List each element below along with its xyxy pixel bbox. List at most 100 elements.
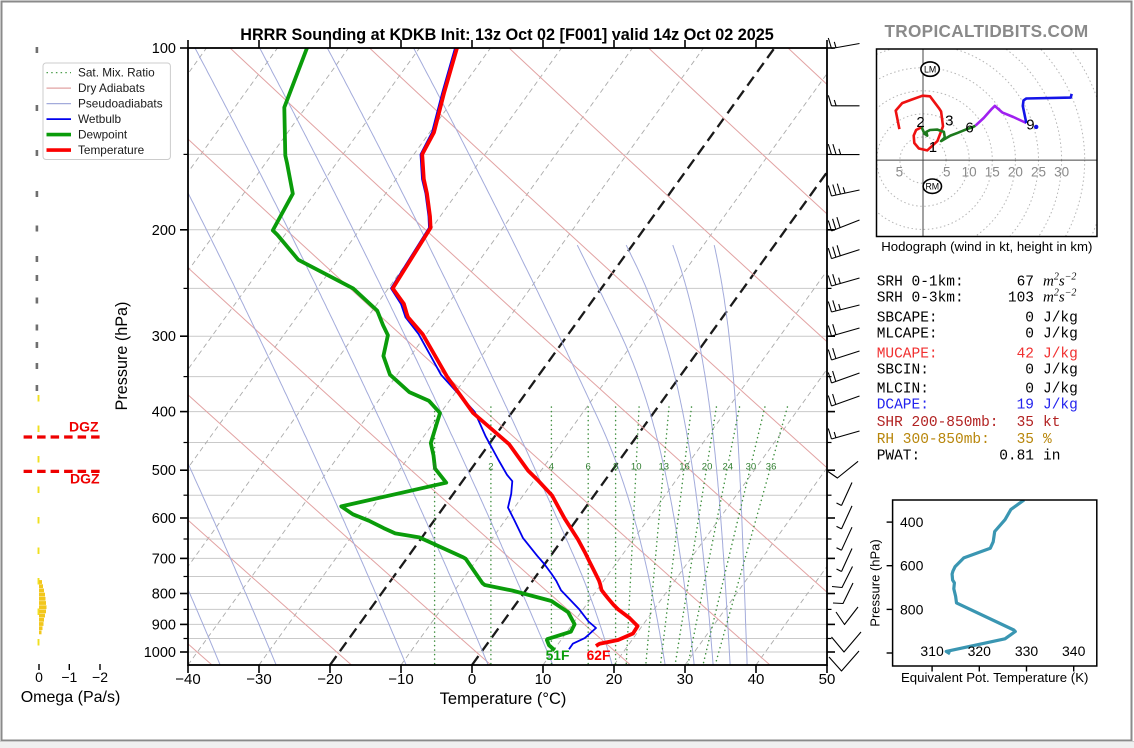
svg-text:30: 30 [677,671,694,688]
svg-text:−30: −30 [246,671,271,688]
svg-text:5: 5 [943,165,951,180]
svg-text:800: 800 [152,587,176,603]
svg-text:MUCAPE:: MUCAPE: [877,346,938,362]
svg-text:50: 50 [819,671,836,688]
svg-text:DGZ: DGZ [70,471,100,487]
svg-text:Pressure (hPa): Pressure (hPa) [868,539,883,626]
svg-text:30: 30 [1054,165,1069,180]
svg-text:3: 3 [945,113,953,130]
svg-text:Pseudoadiabats: Pseudoadiabats [78,97,163,111]
svg-text:5: 5 [896,165,904,180]
svg-text:35: 35 [1017,415,1034,431]
svg-text:SBCAPE:: SBCAPE: [877,311,938,327]
svg-text:42: 42 [1017,346,1034,362]
svg-text:2: 2 [488,461,493,472]
svg-text:1: 1 [929,139,937,156]
svg-text:30: 30 [746,461,757,472]
svg-text:10: 10 [962,165,977,180]
svg-text:Wetbulb: Wetbulb [78,112,122,126]
svg-text:RH 300-850mb:: RH 300-850mb: [877,432,990,448]
svg-text:SRH 0-1km:: SRH 0-1km: [877,275,964,291]
svg-text:kt: kt [1043,415,1060,431]
svg-text:500: 500 [152,463,176,479]
svg-text:−1: −1 [61,669,77,685]
svg-text:9: 9 [1026,117,1034,134]
svg-text:J/kg: J/kg [1043,346,1078,362]
svg-text:−40: −40 [175,671,200,688]
svg-text:51F: 51F [546,648,570,663]
svg-text:8: 8 [613,461,618,472]
svg-text:in: in [1043,449,1060,465]
svg-text:−2: −2 [92,669,108,685]
svg-text:0: 0 [35,669,43,685]
svg-text:10: 10 [535,671,552,688]
svg-text:0: 0 [1025,311,1034,327]
svg-text:40: 40 [748,671,765,688]
svg-text:0: 0 [1025,363,1034,379]
svg-text:0: 0 [468,671,476,688]
svg-text:300: 300 [152,329,176,345]
svg-text:310: 310 [920,643,944,659]
svg-text:16: 16 [679,461,690,472]
svg-text:Pressure (hPa): Pressure (hPa) [113,302,131,411]
svg-text:900: 900 [152,617,176,633]
svg-text:62F: 62F [587,648,611,663]
svg-text:19: 19 [1017,397,1034,413]
svg-text:13: 13 [659,461,670,472]
svg-text:MLCIN:: MLCIN: [877,381,929,397]
svg-text:−10: −10 [388,671,413,688]
svg-text:−20: −20 [317,671,342,688]
svg-text:m2s−2: m2s−2 [1043,272,1076,290]
svg-text:24: 24 [723,461,734,472]
svg-text:PWAT:: PWAT: [877,449,921,465]
svg-text:2: 2 [916,114,924,131]
svg-text:Sat. Mix. Ratio: Sat. Mix. Ratio [78,66,155,80]
svg-text:330: 330 [1015,643,1039,659]
svg-text:SBCIN:: SBCIN: [877,363,929,379]
svg-text:600: 600 [900,558,924,574]
svg-text:Equivalent Pot. Temperature (K: Equivalent Pot. Temperature (K) [901,670,1088,685]
svg-text:DCAPE:: DCAPE: [877,397,929,413]
svg-text:m2s−2: m2s−2 [1043,288,1076,306]
svg-text:DGZ: DGZ [69,419,99,435]
svg-text:67: 67 [1017,275,1034,291]
svg-text:J/kg: J/kg [1043,381,1078,397]
svg-text:J/kg: J/kg [1043,327,1078,343]
svg-text:0: 0 [1025,381,1034,397]
svg-text:Dry Adiabats: Dry Adiabats [78,81,145,95]
svg-text:600: 600 [152,511,176,527]
svg-text:6: 6 [965,120,973,137]
svg-text:RM: RM [925,181,939,191]
svg-text:20: 20 [1008,165,1023,180]
svg-text:Temperature: Temperature [78,143,145,157]
svg-text:400: 400 [900,514,924,530]
svg-text:25: 25 [1031,165,1046,180]
svg-text:35: 35 [1017,432,1034,448]
svg-text:J/kg: J/kg [1043,363,1078,379]
svg-text:SHR 200-850mb:: SHR 200-850mb: [877,415,999,431]
svg-text:TROPICALTIDBITS.COM: TROPICALTIDBITS.COM [885,21,1089,41]
svg-text:20: 20 [606,671,623,688]
svg-text:6: 6 [586,461,591,472]
svg-text:J/kg: J/kg [1043,397,1078,413]
svg-text:340: 340 [1062,643,1086,659]
svg-text:Temperature (°C): Temperature (°C) [440,690,567,708]
svg-text:0: 0 [1025,327,1034,343]
svg-text:SRH 0-3km:: SRH 0-3km: [877,291,964,307]
svg-text:J/kg: J/kg [1043,311,1078,327]
svg-text:HRRR Sounding at KDKB Init: 13: HRRR Sounding at KDKB Init: 13z Oct 02 [… [240,26,773,44]
svg-text:10: 10 [631,461,642,472]
svg-text:MLCAPE:: MLCAPE: [877,327,938,343]
svg-text:400: 400 [152,405,176,421]
svg-text:%: % [1043,432,1052,448]
svg-text:320: 320 [968,643,992,659]
svg-text:Hodograph (wind in kt, height: Hodograph (wind in kt, height in km) [881,239,1092,254]
svg-text:800: 800 [900,601,924,617]
svg-text:1: 1 [432,461,437,472]
svg-text:200: 200 [152,223,176,239]
svg-text:700: 700 [152,551,176,567]
svg-text:100: 100 [152,41,176,57]
svg-text:4: 4 [549,461,554,472]
svg-text:0.81: 0.81 [999,449,1034,465]
svg-text:Omega (Pa/s): Omega (Pa/s) [21,689,121,706]
